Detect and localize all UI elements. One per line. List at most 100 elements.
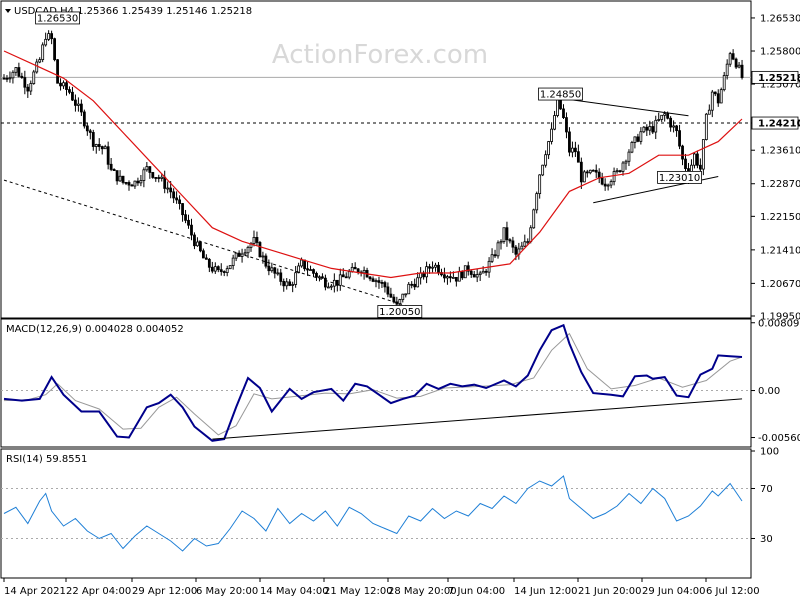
trendline: [569, 98, 689, 117]
candle: [20, 72, 24, 79]
candle-body: [216, 266, 220, 271]
candle-body: [434, 264, 437, 268]
x-tick-label: 7 Jun 04:00: [448, 586, 505, 597]
candle-body: [460, 271, 464, 279]
candle-body: [222, 271, 226, 273]
x-tick-label: 22 Apr 04:00: [66, 586, 131, 597]
price-y-tick-label: 1.22870: [760, 179, 800, 190]
candle: [550, 122, 553, 145]
candle: [401, 293, 405, 303]
candle: [627, 149, 631, 167]
axes: 1.26530 1.25800 1.25070 1.24210 1.23610 1.228…: [3, 13, 800, 597]
candle: [264, 253, 268, 269]
candle-body: [728, 53, 732, 65]
candle-body: [312, 269, 315, 274]
candle: [65, 79, 68, 96]
candle-body: [62, 82, 65, 87]
candle-body: [707, 109, 711, 115]
candle-body: [79, 103, 83, 113]
rsi-title: RSI(14) 59.8551: [6, 454, 87, 465]
candle: [416, 272, 420, 288]
candle: [82, 109, 86, 129]
candle-body: [568, 131, 571, 153]
candle: [270, 262, 274, 273]
candle: [517, 242, 521, 260]
candle-body: [648, 126, 652, 131]
candle-body: [172, 191, 176, 199]
candle-body: [118, 175, 122, 182]
candle-body: [431, 266, 434, 269]
macd-y-tick-label: -0.005608: [758, 433, 800, 444]
candle-body: [615, 170, 619, 173]
candle-body: [386, 286, 390, 295]
candle-body: [2, 77, 6, 80]
price-annotation: 1.20050: [379, 307, 420, 318]
candle-body: [264, 255, 268, 267]
candle-body: [8, 77, 12, 80]
candle-body: [335, 279, 339, 286]
candle-body: [291, 284, 295, 286]
candle-body: [44, 38, 48, 46]
candle: [731, 49, 735, 61]
candle: [267, 259, 271, 276]
axis-value-box: [751, 70, 799, 84]
candle: [285, 278, 289, 290]
candle: [365, 267, 369, 278]
candle: [701, 139, 705, 176]
candle-body: [166, 187, 170, 190]
candle-body: [178, 199, 181, 204]
candle: [26, 83, 30, 98]
candle-body: [624, 160, 628, 164]
candle-body: [297, 265, 301, 274]
candle: [466, 261, 470, 276]
candle: [734, 57, 738, 70]
candle: [544, 150, 548, 168]
candle: [568, 127, 571, 157]
candle: [139, 174, 143, 187]
candle-body: [713, 91, 717, 95]
candle-body: [520, 245, 524, 250]
candle-body: [35, 61, 39, 73]
candle-body: [187, 219, 190, 226]
candle-body: [642, 126, 646, 133]
candle: [547, 140, 551, 160]
candle: [431, 261, 434, 273]
candle-body: [469, 270, 473, 275]
candle-body: [303, 259, 306, 270]
candle-body: [47, 33, 51, 40]
candle-body: [124, 182, 128, 184]
candle: [407, 281, 411, 295]
candle-body: [466, 265, 470, 272]
macd-y-tick-label: 0.008091: [758, 318, 800, 329]
candle-body: [309, 269, 312, 271]
candle-body: [157, 177, 161, 179]
candle-body: [633, 136, 637, 143]
candle-body: [261, 255, 265, 258]
candle: [419, 267, 423, 285]
candle: [246, 245, 250, 259]
price-annotation: 1.24850: [540, 90, 581, 101]
macd-trendline: [212, 398, 743, 440]
candle-body: [395, 301, 399, 305]
candle: [312, 268, 315, 277]
candle: [181, 202, 184, 222]
candle: [88, 128, 92, 140]
candle-body: [737, 64, 741, 68]
candle: [725, 59, 729, 80]
candle: [56, 59, 59, 84]
candle: [710, 89, 714, 118]
candle: [297, 262, 301, 274]
candle-body: [184, 214, 187, 221]
candle-body: [160, 176, 164, 179]
candle-body: [588, 169, 592, 174]
candle: [228, 265, 232, 270]
candle: [276, 268, 280, 276]
candle: [472, 270, 476, 278]
candle: [425, 261, 428, 284]
price-y-tick-label: 1.20670: [760, 279, 800, 290]
candle: [279, 268, 283, 286]
candle: [660, 114, 664, 122]
candle: [532, 208, 536, 229]
candle-body: [207, 258, 211, 268]
dropdown-icon[interactable]: [5, 9, 11, 13]
